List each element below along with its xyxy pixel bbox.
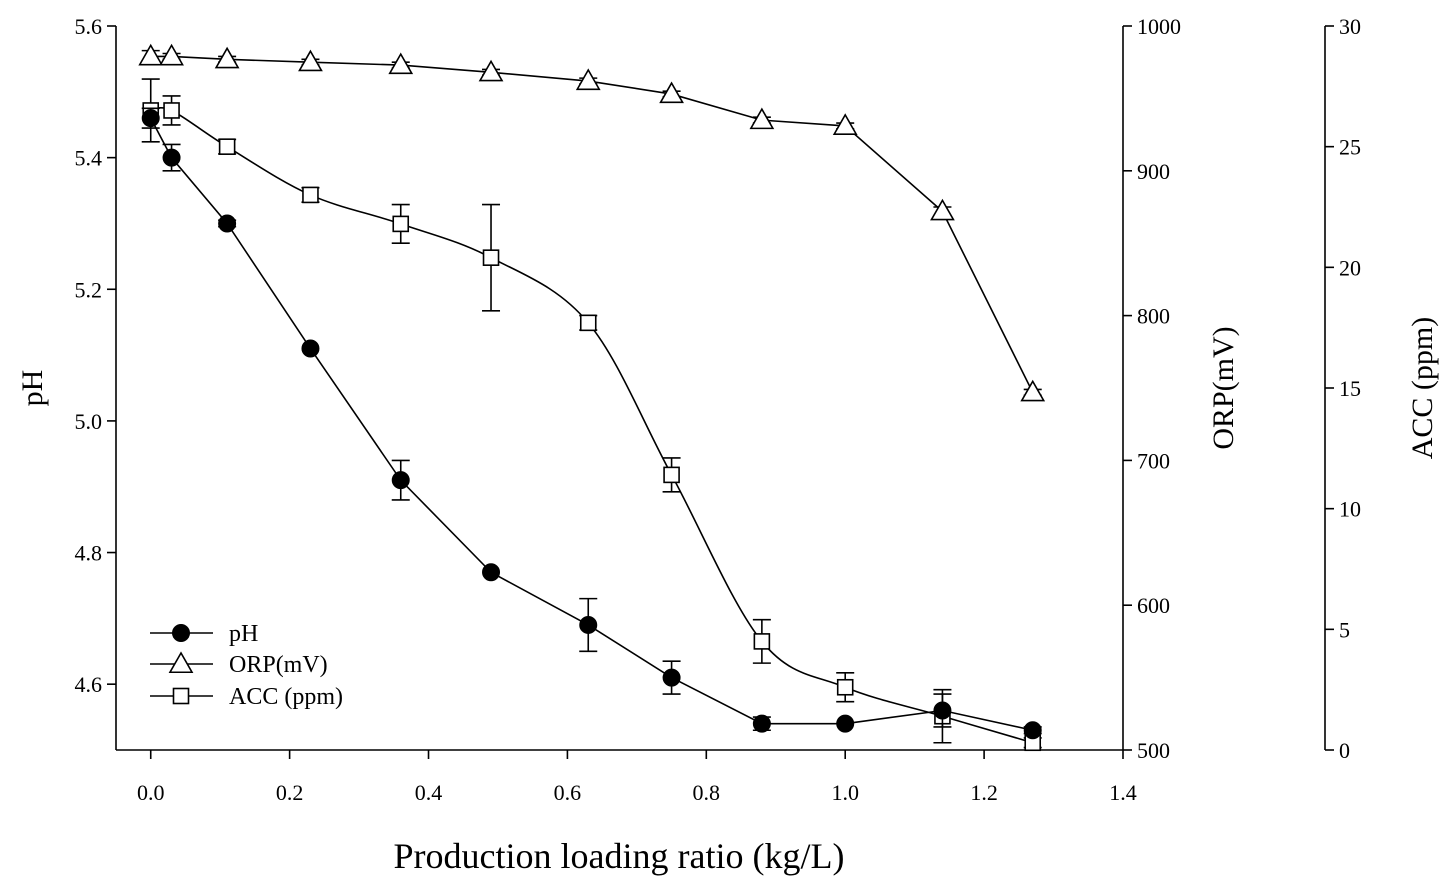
orp-data-point	[159, 43, 184, 66]
ph-axis-title: pH	[16, 370, 49, 407]
acc-tick-label: 5	[1339, 617, 1350, 642]
acc-data-point	[218, 138, 236, 155]
orp-tick-label: 600	[1137, 593, 1170, 618]
orp-data-point	[575, 68, 601, 91]
orp-data-point	[749, 107, 775, 130]
acc-tick-label: 20	[1339, 255, 1361, 280]
orp-data-point	[1020, 379, 1046, 402]
acc-series-line	[150, 107, 1033, 744]
x-tick-label: 0.8	[693, 780, 721, 805]
legend-label: pH	[229, 621, 258, 647]
ph-data-point	[933, 701, 952, 720]
x-tick-label: 0.2	[276, 780, 304, 805]
ph-tick-label: 4.6	[75, 672, 103, 697]
acc-data-point	[392, 215, 410, 233]
x-tick-label: 1.4	[1109, 780, 1137, 805]
ph-data-point	[301, 339, 320, 358]
orp-tick-label: 500	[1137, 738, 1170, 763]
ph-data-point	[482, 563, 501, 582]
axes-layer: 0.0 0.2 0.4 0.6 0.8 1.0 1.2 1.4 Production loadi…	[16, 14, 1439, 876]
legend-label: ACC (ppm)	[229, 684, 343, 710]
acc-data-point	[163, 102, 180, 119]
acc-data-point	[482, 249, 500, 266]
acc-data-point	[753, 633, 771, 650]
ph-data-point	[579, 615, 598, 634]
ph-data-point	[162, 148, 181, 167]
acc-data-point	[302, 186, 319, 204]
ph-tick-label: 5.6	[75, 14, 103, 39]
orp-tick-label: 800	[1137, 304, 1170, 329]
ph-series-line	[150, 117, 1033, 732]
orp-data-point	[930, 198, 955, 221]
ph-data-point	[836, 714, 855, 733]
ph-data-point	[1023, 721, 1042, 740]
series-orp	[138, 43, 1046, 402]
legend-marker	[172, 624, 190, 642]
ph-data-point	[391, 471, 410, 490]
orp-data-point	[388, 52, 414, 75]
series-acc	[141, 78, 1042, 752]
ph-data-point	[218, 214, 237, 233]
orp-data-point	[214, 46, 240, 69]
legend-item-orp: ORP(mV)	[150, 651, 328, 678]
acc-tick-label: 15	[1339, 376, 1361, 401]
acc-data-point	[836, 678, 854, 696]
legend-item-ph: pH	[150, 621, 258, 647]
acc-data-point	[579, 314, 597, 332]
x-tick-label: 1.0	[831, 780, 859, 805]
acc-tick-label: 30	[1339, 14, 1361, 39]
orp-series-line	[150, 55, 1034, 393]
orp-tick-label: 700	[1137, 448, 1170, 473]
acc-axis-title: ACC (ppm)	[1406, 317, 1439, 460]
legend: pH ORP(mV) ACC (ppm)	[150, 621, 343, 710]
series-ph	[141, 107, 1042, 740]
orp-axis-title: ORP(mV)	[1207, 326, 1240, 449]
legend-marker	[168, 651, 194, 674]
orp-data-point	[832, 113, 858, 135]
ph-tick-label: 4.8	[75, 541, 103, 566]
acc-tick-label: 10	[1339, 497, 1361, 522]
series-layer	[138, 43, 1046, 752]
legend-item-acc: ACC (ppm)	[150, 684, 343, 710]
ph-tick-label: 5.4	[75, 146, 103, 171]
orp-data-point	[138, 43, 164, 66]
acc-tick-label: 0	[1339, 738, 1350, 763]
x-tick-label: 0.0	[137, 780, 165, 805]
ph-data-point	[752, 714, 771, 733]
ph-tick-label: 5.2	[75, 277, 103, 302]
acc-tick-label: 25	[1339, 135, 1361, 160]
x-tick-label: 1.2	[970, 780, 998, 805]
x-axis-title: Production loading ratio (kg/L)	[394, 836, 845, 876]
x-tick-label: 0.4	[415, 780, 443, 805]
orp-tick-label: 900	[1137, 159, 1170, 184]
legend-label: ORP(mV)	[229, 652, 328, 678]
legend-marker	[172, 687, 190, 705]
acc-data-point	[663, 466, 680, 484]
orp-data-point	[478, 59, 504, 82]
orp-data-point	[659, 81, 684, 104]
ph-data-point	[662, 668, 681, 687]
ph-data-point	[141, 109, 160, 128]
orp-data-point	[298, 49, 323, 72]
x-tick-label: 0.6	[554, 780, 582, 805]
orp-tick-label: 1000	[1137, 14, 1181, 39]
ph-tick-label: 5.0	[75, 409, 103, 434]
